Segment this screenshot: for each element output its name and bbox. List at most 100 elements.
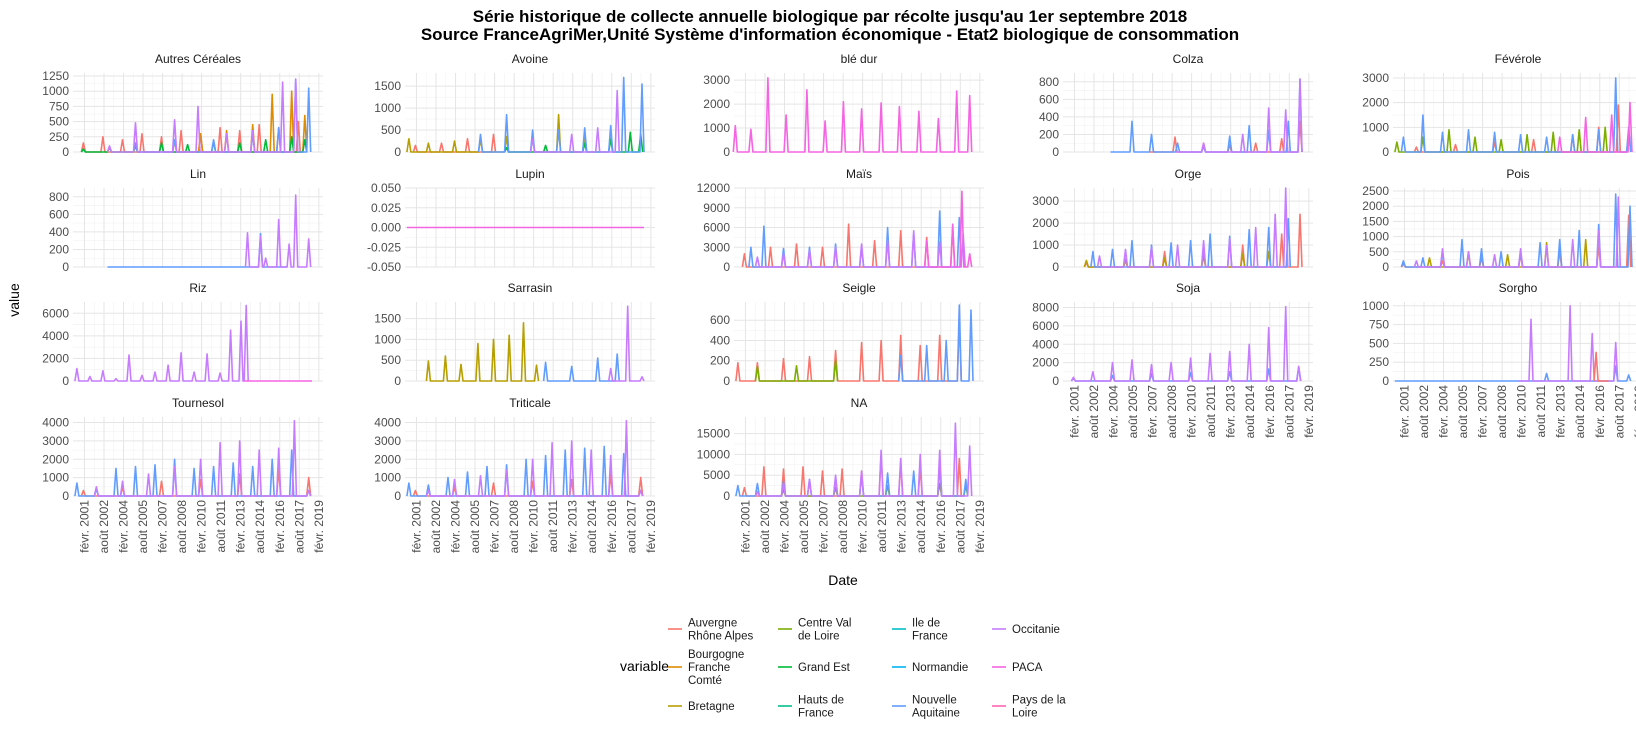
y-tick-label: 0.050: [371, 181, 401, 195]
x-tick-label: févr. 2019: [973, 500, 987, 553]
series-line: [1096, 187, 1289, 268]
legend-item: Nouvelle Aquitaine: [892, 695, 960, 720]
y-tick-label: 1000: [374, 332, 401, 346]
y-tick-label: 6000: [703, 221, 730, 235]
x-tick-label: févr. 2004: [778, 500, 792, 553]
y-tick-label: 500: [381, 123, 401, 137]
y-tick-label: 0: [62, 374, 69, 388]
y-tick-label: 0: [723, 145, 730, 159]
legend-item: Pays de la Loire: [992, 695, 1066, 720]
legend-title: variable: [620, 658, 669, 674]
facet-panel: 0 1000 2000 3000 4000 Triticale févr. 2001 août…: [374, 396, 658, 553]
x-tick-label: févr. 2016: [605, 500, 619, 553]
legend-item: Hauts de France: [778, 695, 844, 720]
series-line: [754, 422, 973, 497]
facet-strip-label: Triticale: [509, 396, 551, 410]
x-tick-label: août 2011: [546, 500, 560, 553]
chart-title: Série historique de collecte annuelle bi…: [473, 7, 1188, 26]
y-tick-label: 3000: [703, 240, 730, 254]
x-tick-label: févr. 2010: [1515, 385, 1529, 438]
series-line: [477, 76, 645, 153]
x-tick-label: août 2017: [1612, 385, 1626, 439]
x-tick-label: févr. 2007: [488, 500, 502, 553]
facet-strip-label: Maïs: [846, 167, 872, 181]
legend-label: Nouvelle Aquitaine: [912, 695, 960, 720]
x-tick-label: févr. 2010: [195, 500, 209, 553]
series-line: [74, 449, 312, 497]
y-tick-label: 2000: [1362, 96, 1389, 110]
legend-label: Pays de la Loire: [1012, 695, 1066, 720]
x-tick-label: févr. 2001: [77, 500, 91, 553]
facet-panel: 0 2000 4000 6000 8000 Soja févr. 2001 août 2002…: [1032, 281, 1316, 438]
y-tick-label: 2500: [1362, 184, 1389, 198]
x-tick-label: août 2014: [1243, 385, 1257, 439]
y-tick-label: 0: [723, 374, 730, 388]
x-tick-label: août 2017: [953, 500, 967, 554]
y-tick-label: 0: [1052, 145, 1059, 159]
x-tick-label: août 2005: [1456, 385, 1470, 439]
x-tick-label: août 2005: [1126, 385, 1140, 439]
facet-panel: 0 200 400 600 800 Lin: [49, 167, 323, 274]
series-line: [412, 133, 497, 153]
x-tick-label: août 2005: [797, 500, 811, 554]
facet-panel: 0 1000 2000 3000 Orge: [1032, 167, 1313, 274]
facet-panel: 0 500 1000 1500 Sarrasin: [374, 281, 655, 388]
x-tick-label: août 2011: [1534, 385, 1548, 438]
x-tick-label: août 2002: [429, 500, 443, 554]
y-tick-label: 0: [62, 260, 69, 274]
series-line: [607, 305, 645, 382]
facet-strip-label: Avoine: [512, 52, 549, 66]
panel-background: [405, 417, 655, 496]
series-line: [406, 445, 644, 497]
facet-strip-label: Riz: [189, 281, 206, 295]
legend-label: Normandie: [912, 662, 968, 674]
y-tick-label: 200: [710, 354, 730, 368]
y-tick-label: 9000: [703, 201, 730, 215]
x-tick-label: août 2011: [214, 500, 228, 553]
facet-strip-label: Lin: [190, 167, 206, 181]
y-tick-label: 500: [1369, 245, 1389, 259]
legend-item: Bourgogne Franche Comté: [668, 649, 744, 687]
y-tick-label: 750: [49, 99, 69, 113]
y-tick-label: 2000: [42, 452, 69, 466]
x-tick-label: févr. 2019: [644, 500, 658, 553]
y-tick-label: 1250: [42, 69, 69, 83]
series-line: [1070, 305, 1302, 382]
y-tick-label: 0: [62, 145, 69, 159]
x-tick-label: févr. 2007: [817, 500, 831, 553]
y-tick-label: 1000: [1362, 120, 1389, 134]
y-tick-label: 2000: [1032, 216, 1059, 230]
panel-background: [734, 302, 984, 381]
y-tick-label: 4000: [42, 329, 69, 343]
x-tick-label: févr. 2004: [449, 500, 463, 553]
legend: variable Auvergne Rhône Alpes Bourgogne Fra…: [620, 618, 1066, 720]
series-line: [542, 353, 620, 382]
x-tick-label: févr. 2010: [1185, 385, 1199, 438]
x-tick-label: févr. 2016: [1593, 385, 1607, 438]
series-line: [1413, 196, 1622, 268]
legend-item: PACA: [992, 662, 1043, 674]
series-line: [425, 322, 540, 382]
y-tick-label: 200: [1039, 127, 1059, 141]
y-tick-label: 1000: [374, 471, 401, 485]
y-tick-label: 250: [1369, 355, 1389, 369]
series-line: [897, 304, 974, 382]
y-tick-label: 800: [49, 190, 69, 204]
facet-panel: 0 500 1000 1500 Avoine: [374, 52, 655, 159]
x-tick-label: août 2014: [585, 500, 599, 554]
facet-panel: 0 200 400 600 800 Colza: [1039, 52, 1313, 159]
y-tick-label: 0: [723, 489, 730, 503]
y-tick-label: 2000: [1362, 199, 1389, 213]
y-tick-label: 1000: [374, 101, 401, 115]
x-tick-label: févr. 2001: [1397, 385, 1411, 438]
y-tick-label: 4000: [374, 416, 401, 430]
x-tick-label: août 2005: [136, 500, 150, 554]
x-tick-label: août 2014: [914, 500, 928, 554]
x-tick-label: févr. 2007: [156, 500, 170, 553]
y-tick-label: 4000: [42, 416, 69, 430]
facet-strip-label: Sarrasin: [508, 281, 553, 295]
y-tick-label: 600: [710, 313, 730, 327]
x-tick-label: août 2002: [1087, 385, 1101, 439]
x-tick-label: févr. 2010: [856, 500, 870, 553]
legend-item: Centre Val de Loire: [778, 618, 851, 643]
